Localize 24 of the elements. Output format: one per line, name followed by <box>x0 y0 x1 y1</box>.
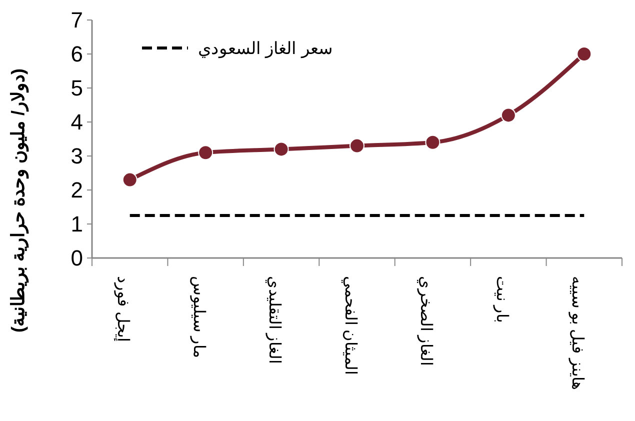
y-tick-label: 4 <box>70 110 83 135</box>
point <box>274 142 289 157</box>
legend-label: سعر الغاز السعودي <box>198 38 332 59</box>
y-axis-title: (دولار/ مليون وحدة حرارية بريطانية) <box>8 68 29 333</box>
x-tick-label: الغاز الصخري <box>417 276 434 366</box>
point <box>198 145 214 160</box>
y-tick-label: 3 <box>70 144 83 169</box>
x-tick-label: مار سيليوس <box>190 276 207 358</box>
y-tick-label: 6 <box>70 42 83 67</box>
y-tick-label: 0 <box>70 246 83 271</box>
point <box>576 46 592 62</box>
point <box>500 108 516 123</box>
point <box>350 138 364 154</box>
point <box>122 172 138 188</box>
x-tick-label: الغاز التقليدي <box>266 276 283 364</box>
y-tick-label: 1 <box>70 212 83 237</box>
x-tick-label: بار نيت <box>492 276 510 322</box>
y-tick-label: 2 <box>70 178 83 203</box>
y-tick-label: 5 <box>70 76 83 101</box>
point <box>425 134 440 150</box>
x-tick-label: هاينز فيل بو سييه <box>568 276 586 390</box>
x-tick-label: إيجل فورد <box>114 276 132 342</box>
y-tick-label: 7 <box>70 8 83 33</box>
x-tick-label: الميثان الفحمي <box>341 276 358 374</box>
